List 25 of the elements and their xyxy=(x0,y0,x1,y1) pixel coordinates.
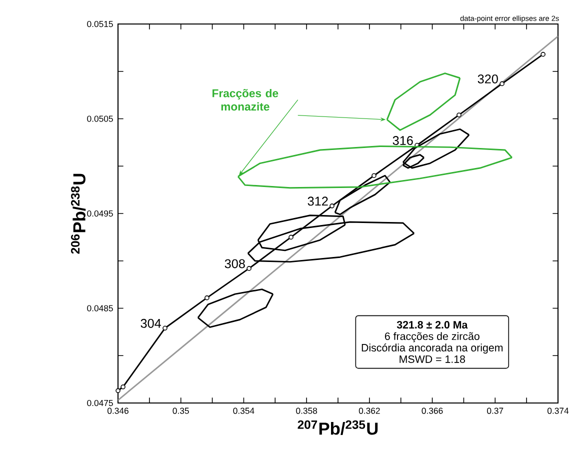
annotation: 321.8 ± 2.0 Ma xyxy=(396,321,468,329)
x-tick-label: 0.362 xyxy=(358,408,380,414)
x-tick-label: 0.374 xyxy=(547,408,569,414)
annotation: 6 fracções de zircão xyxy=(384,332,480,342)
y-tick-label: 0.0485 xyxy=(87,305,113,312)
x-tick-label: 0.37 xyxy=(487,408,504,414)
annotation: 312 xyxy=(308,196,328,206)
x-tick-label: 0.358 xyxy=(296,408,318,414)
y-tick-label: 0.0475 xyxy=(87,400,113,406)
annotation: 308 xyxy=(224,259,245,268)
x-tick-label: 0.35 xyxy=(172,408,189,414)
y-axis-title: $^{206}$Pb/$^{238}$U xyxy=(71,174,86,254)
annotation: Discórdia ancorada na origem xyxy=(362,344,503,354)
annotation: MSWD = 1.18 xyxy=(400,355,466,363)
annotation: 316 xyxy=(392,136,413,146)
y-tick-label: 0.0505 xyxy=(87,116,113,122)
annotation: 320 xyxy=(478,74,498,84)
x-axis-title: $^{207}$Pb/$^{235}$U xyxy=(298,420,378,435)
annotation: 304 xyxy=(140,318,162,328)
y-tick-label: 0.0515 xyxy=(87,20,113,28)
x-tick-label: 0.346 xyxy=(107,408,128,414)
y-tick-label: 0.0495 xyxy=(87,210,113,217)
x-tick-label: 0.366 xyxy=(422,408,443,414)
x-tick-label: 0.354 xyxy=(233,408,254,414)
annotation: Fracções de monazite xyxy=(212,88,278,111)
